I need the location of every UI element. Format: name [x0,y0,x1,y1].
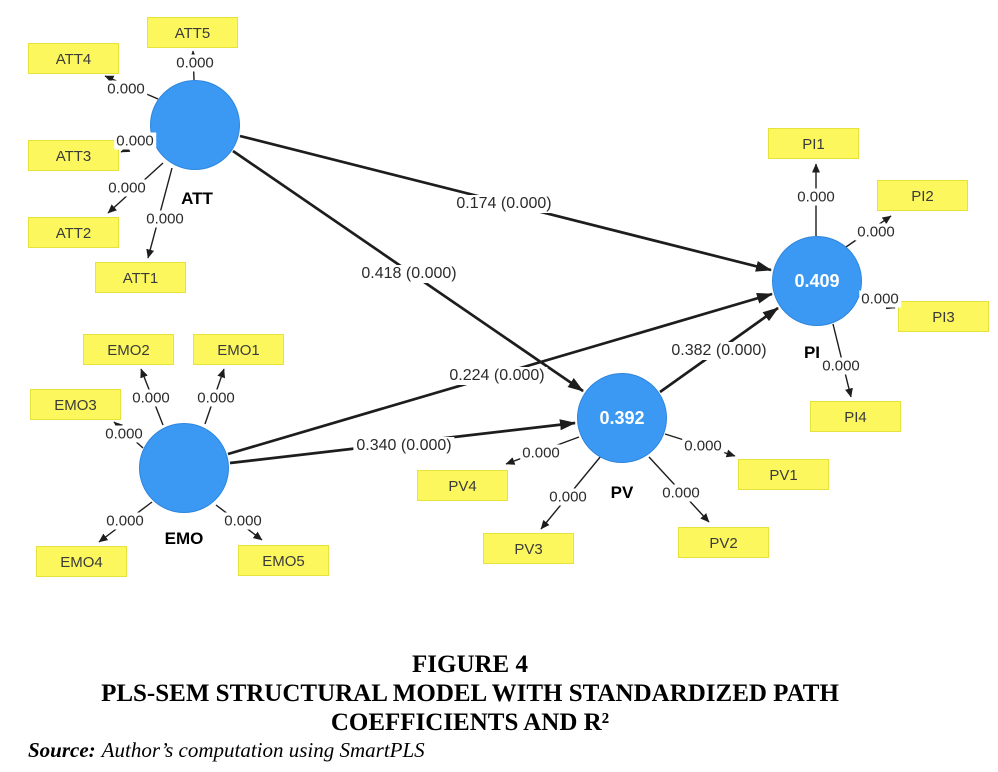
loading-att5: 0.000 [174,54,216,72]
indicator-pv1: PV1 [738,459,829,490]
indicator-att4: ATT4 [28,43,119,74]
loading-pi1: 0.000 [795,188,837,206]
loading-emo4: 0.000 [104,512,146,530]
figure-number: FIGURE 4 [412,651,528,678]
path-coefficient-emo-pi: 0.224 (0.000) [446,367,548,385]
indicator-emo2: EMO2 [83,334,174,365]
construct-pi: 0.409 [772,236,862,326]
loading-emo1: 0.000 [195,389,237,407]
loading-att3: 0.000 [114,132,156,150]
path-coefficient-emo-pv: 0.340 (0.000) [353,437,455,455]
construct-emo [139,423,229,513]
indicator-pv3: PV3 [483,533,574,564]
loading-emo2: 0.000 [130,389,172,407]
indicator-emo1: EMO1 [193,334,284,365]
path-coefficient-pv-pi: 0.382 (0.000) [668,342,770,360]
loading-pv1: 0.000 [682,437,724,455]
indicator-pi2: PI2 [877,180,968,211]
figure-title-line1: PLS-SEM STRUCTURAL MODEL WITH STANDARDIZ… [101,680,839,707]
indicator-pi1: PI1 [768,128,859,159]
loading-emo5: 0.000 [222,512,264,530]
indicator-emo5: EMO5 [238,545,329,576]
indicator-pi4: PI4 [810,401,901,432]
path-coefficient-att-pv: 0.418 (0.000) [358,265,460,283]
construct-label-pv: PV [610,483,634,502]
indicator-emo3: EMO3 [30,389,121,420]
indicator-pv2: PV2 [678,527,769,558]
loading-emo3: 0.000 [103,425,145,443]
r2-value-pi: 0.409 [794,270,840,291]
figure-title-line2: COEFFICIENTS AND R² [330,709,610,736]
loading-att4: 0.000 [105,80,147,98]
r2-value-pv: 0.392 [599,407,645,428]
construct-label-emo: EMO [164,529,204,548]
loading-pi3: 0.000 [859,290,901,308]
figure-caption: FIGURE 4 PLS-SEM STRUCTURAL MODEL WITH S… [0,650,940,737]
figure-source: Source: Author’s computation using SmartP… [28,738,425,763]
indicator-emo4: EMO4 [36,546,127,577]
loading-pi2: 0.000 [855,223,897,241]
loading-pv3: 0.000 [547,488,589,506]
indicator-att2: ATT2 [28,217,119,248]
indicator-att5: ATT5 [147,17,238,48]
loading-att1: 0.000 [144,210,186,228]
construct-label-pi: PI [803,343,821,362]
construct-att [150,80,240,170]
indicator-att1: ATT1 [95,262,186,293]
indicator-att3: ATT3 [28,140,119,171]
path-coefficient-att-pi: 0.174 (0.000) [453,195,555,213]
indicator-pv4: PV4 [417,470,508,501]
loading-pv2: 0.000 [660,484,702,502]
loading-att2: 0.000 [106,179,148,197]
source-label: Source: [28,738,96,762]
loading-pi4: 0.000 [820,357,862,375]
loading-pv4: 0.000 [520,444,562,462]
indicator-pi3: PI3 [898,301,989,332]
source-text: Author’s computation using SmartPLS [101,738,425,762]
construct-pv: 0.392 [577,373,667,463]
sem-diagram: ATT5 ATT4 ATT3 ATT2 ATT1 EMO2 EMO1 EMO3 EMO4 EMO5… [28,17,989,577]
construct-label-att: ATT [181,189,213,208]
